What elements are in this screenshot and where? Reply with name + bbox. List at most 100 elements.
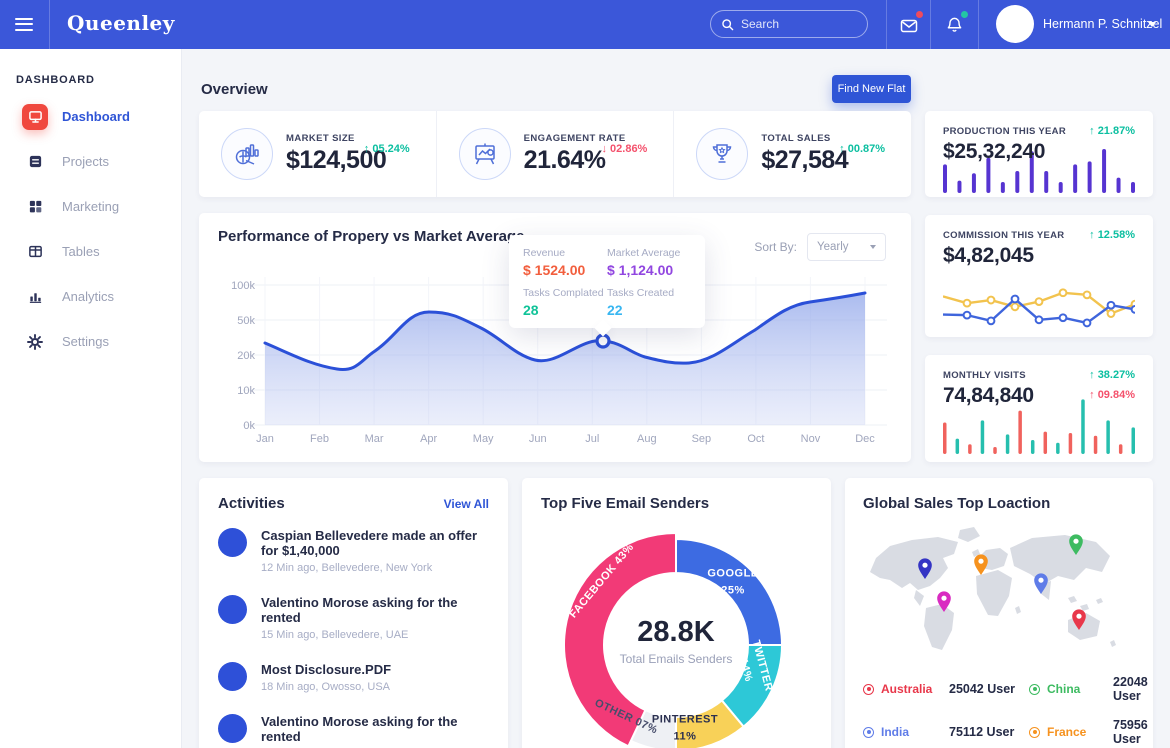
avatar bbox=[218, 595, 247, 624]
sidebar-item-tables[interactable]: Tables bbox=[0, 229, 181, 274]
world-map bbox=[870, 527, 1116, 650]
map-pin-australia bbox=[1072, 609, 1086, 630]
chart-line bbox=[263, 291, 867, 371]
user-menu-caret-icon[interactable] bbox=[1148, 22, 1156, 27]
country-australia: Australia bbox=[863, 682, 949, 696]
y-axis-tick: 0k bbox=[243, 420, 255, 432]
commission-delta: ↑ 12.58% bbox=[1089, 229, 1135, 241]
sidebar-item-settings[interactable]: Settings bbox=[0, 319, 181, 364]
sidebar-item-projects[interactable]: Projects bbox=[0, 139, 181, 184]
notifications-button[interactable] bbox=[941, 10, 969, 38]
stat-engagement-rate: ENGAGEMENT RATE 21.64% ↓ 02.86% bbox=[435, 111, 674, 197]
stat-market-size: MARKET SIZE $124,500 ↑ 05.24% bbox=[199, 111, 436, 197]
map-pin-france bbox=[974, 554, 988, 575]
x-axis-tick: Dec bbox=[855, 433, 875, 445]
sort-by-label: Sort By: bbox=[754, 240, 797, 254]
y-axis-tick: 50k bbox=[237, 315, 255, 327]
find-new-flat-button[interactable]: Find New Flat bbox=[832, 75, 911, 103]
visits-delta-1: ↑ 38.27% bbox=[1089, 369, 1135, 381]
stat-delta: ↓ 02.86% bbox=[601, 143, 648, 155]
sidebar-item-label: Tables bbox=[62, 244, 100, 259]
x-axis-tick: May bbox=[473, 433, 494, 445]
sidebar-item-label: Marketing bbox=[62, 199, 120, 214]
map-pin-new-york bbox=[918, 558, 932, 579]
performance-chart-card: 100k 50k 20k 10k 0k Jan Feb Mar Apr May Jun Jul Aug S… bbox=[199, 213, 911, 462]
email-senders-title: Top Five Email Senders bbox=[541, 495, 710, 512]
sidebar-item-label: Projects bbox=[62, 154, 109, 169]
hamburger-menu-icon[interactable] bbox=[15, 14, 35, 34]
commission-value: $4,82,045 bbox=[943, 244, 1034, 267]
mail-icon bbox=[900, 19, 917, 32]
avatar bbox=[218, 528, 247, 557]
email-senders-donut-chart bbox=[563, 532, 783, 748]
x-axis-tick: Nov bbox=[801, 433, 821, 445]
avatar bbox=[218, 714, 247, 743]
stat-value: $124,500 bbox=[286, 146, 387, 174]
sidebar-item-marketing[interactable]: Marketing bbox=[0, 184, 181, 229]
stat-label: ENGAGEMENT RATE bbox=[523, 133, 626, 144]
country-france: France bbox=[1029, 725, 1113, 739]
search-input[interactable] bbox=[741, 17, 851, 31]
sidebar-item-label: Analytics bbox=[62, 289, 115, 304]
sidebar-item-analytics[interactable]: Analytics bbox=[0, 274, 181, 319]
stat-value: $27,584 bbox=[761, 146, 849, 174]
location-dot-icon bbox=[1029, 683, 1040, 695]
activity-item[interactable]: Valentino Morose asking for the rented15… bbox=[218, 714, 489, 748]
stat-label: TOTAL SALES bbox=[761, 133, 831, 144]
email-senders-card: Top Five Email Senders 28.8K Total Email… bbox=[522, 478, 831, 748]
y-axis-tick: 100k bbox=[231, 280, 255, 292]
analytics-icon bbox=[22, 284, 48, 310]
user-name[interactable]: Hermann P. Schnitzel bbox=[1043, 17, 1163, 31]
sidebar: DASHBOARD Dashboard Projects Marketing T… bbox=[0, 49, 182, 748]
chart-area-fill bbox=[265, 293, 865, 425]
search-bar[interactable] bbox=[710, 10, 868, 38]
production-delta: ↑ 21.87% bbox=[1089, 125, 1135, 137]
chart-title: Performance of Propery vs Market Average bbox=[218, 228, 525, 245]
messages-button[interactable] bbox=[896, 10, 924, 38]
divider bbox=[930, 0, 931, 49]
country-india: India bbox=[863, 725, 949, 739]
activities-title: Activities bbox=[218, 495, 285, 512]
chart-tooltip: Revenue $ 1524.00 Market Average $ 1,124.0… bbox=[509, 235, 705, 328]
tooltip-tasks-created: 22 bbox=[607, 302, 623, 318]
location-dot-icon bbox=[863, 683, 874, 695]
x-axis-tick: Feb bbox=[310, 433, 329, 445]
unread-badge bbox=[915, 10, 924, 19]
sidebar-section-label: DASHBOARD bbox=[16, 74, 95, 86]
stat-delta: ↑ 00.87% bbox=[839, 143, 886, 155]
chevron-down-icon bbox=[870, 245, 876, 249]
global-sales-table: Australia 25042 User China 22048 User In… bbox=[863, 675, 1148, 748]
sort-by-select[interactable]: Yearly bbox=[807, 233, 886, 261]
marketing-icon bbox=[22, 194, 48, 220]
dashboard-icon bbox=[22, 103, 48, 130]
topbar: Queenley Hermann P. Schnitzel bbox=[0, 0, 1170, 49]
country-users: 25042 User bbox=[949, 682, 1016, 696]
visits-bar-sparkline bbox=[943, 399, 1135, 454]
user-avatar[interactable] bbox=[996, 5, 1034, 43]
map-pin-india bbox=[1034, 573, 1048, 594]
divider bbox=[49, 0, 50, 49]
global-sales-card: Global Sales Top Loaction Australia 2504… bbox=[845, 478, 1153, 748]
production-card: PRODUCTION THIS YEAR ↑ 21.87% $25,32,240 bbox=[925, 111, 1153, 197]
app-logo[interactable]: Queenley bbox=[67, 11, 175, 35]
sidebar-item-dashboard[interactable]: Dashboard bbox=[0, 94, 181, 139]
tables-icon bbox=[22, 239, 48, 265]
x-axis-tick: Jul bbox=[585, 433, 599, 445]
x-axis-tick: Apr bbox=[420, 433, 437, 445]
visits-value: 74,84,840 bbox=[943, 384, 1034, 407]
sidebar-item-label: Dashboard bbox=[62, 109, 130, 124]
total-sales-trophy-icon bbox=[696, 128, 749, 180]
commission-line-sparkline bbox=[943, 288, 1135, 328]
bell-icon bbox=[947, 17, 961, 32]
avatar bbox=[218, 662, 247, 691]
divider bbox=[978, 0, 979, 49]
commission-card: COMMISSION THIS YEAR ↑ 12.58% $4,82,045 bbox=[925, 215, 1153, 337]
market-size-icon bbox=[221, 128, 273, 180]
activity-item[interactable]: Most Disclosure.PDF 18 Min ago, Owosso, U… bbox=[218, 662, 489, 693]
activity-item[interactable]: Caspian Bellevedere made an offer for $1… bbox=[218, 528, 489, 574]
country-users: 22048 User bbox=[1113, 675, 1148, 703]
settings-gear-icon bbox=[22, 329, 48, 355]
view-all-link[interactable]: View All bbox=[443, 496, 489, 511]
